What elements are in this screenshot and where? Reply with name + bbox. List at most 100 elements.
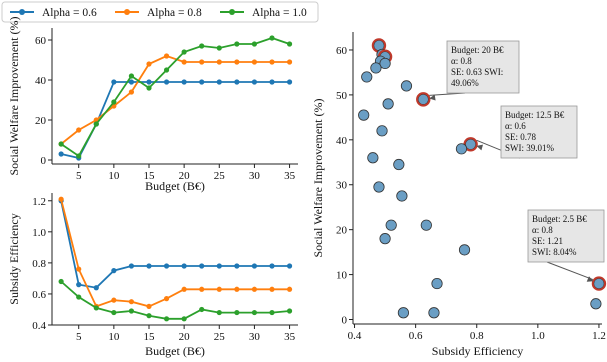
- welfare-budget-point-alpha-0-6: [286, 79, 293, 85]
- welfare-budget-point-alpha-1-0: [234, 41, 240, 47]
- legend-label-alpha-1-0: Alpha = 1.0: [252, 7, 307, 19]
- efficiency-budget-point-alpha-0-6: [216, 263, 222, 269]
- annotation-text-line: α: 0.6: [505, 121, 526, 131]
- welfare-efficiency-scatter: Social Welfare Improvement (%) Subsidy E…: [311, 32, 607, 358]
- welfare-budget-point-alpha-0-8: [163, 53, 170, 59]
- welfare-budget-point-alpha-1-0: [111, 99, 117, 105]
- efficiency-budget-point-alpha-0-8: [251, 286, 258, 292]
- scatter-highlight-ring: [416, 92, 431, 107]
- legend-label-alpha-0-6: Alpha = 0.6: [42, 7, 97, 19]
- legend-entry-alpha-1-0: Alpha = 1.0: [220, 7, 307, 19]
- welfare-budget-x-tick-label: 25: [214, 170, 226, 182]
- efficiency-budget-y-axis-label: Subsidy Efficiency: [7, 213, 21, 304]
- efficiency-budget-point-alpha-1-0: [146, 313, 152, 319]
- annotation-text-line: α: 0.8: [532, 225, 553, 235]
- efficiency-budget-point-alpha-0-6: [163, 263, 170, 269]
- scatter-point: [373, 181, 385, 193]
- scatter-x-tick-label: 0.8: [470, 330, 484, 342]
- scatter-point: [428, 307, 440, 319]
- welfare-budget-point-alpha-1-0: [146, 85, 152, 91]
- welfare-budget-point-alpha-0-8: [269, 59, 275, 65]
- efficiency-budget-chart: Subsidy Efficiency Budget (B€) 5 10 15 20 25…: [7, 193, 298, 358]
- efficiency-budget-series-line-alpha-0-6: [60, 200, 290, 289]
- legend-marker-alpha-0-6: [19, 9, 25, 15]
- efficiency-budget-plot-area: 5 10 15 20 25 30 35 0.4 0.6 0.8 1.0 1.2: [32, 193, 298, 343]
- scatter-y-axis-label: Social Welfare Improvement (%): [311, 98, 325, 257]
- scatter-point: [420, 219, 432, 231]
- legend-marker-alpha-1-0: [229, 9, 235, 15]
- legend-marker-alpha-0-8: [124, 9, 130, 15]
- welfare-budget-x-tick-label: 30: [249, 170, 261, 182]
- efficiency-budget-point-alpha-0-8: [58, 196, 64, 202]
- welfare-budget-point-alpha-0-8: [286, 59, 293, 65]
- legend-entry-alpha-0-6: Alpha = 0.6: [10, 7, 97, 19]
- efficiency-budget-point-alpha-1-0: [128, 308, 135, 314]
- annotation-text-line: SE: 0.63 SWI:: [451, 67, 503, 77]
- welfare-budget-y-axis-label: Social Welfare Improvement (%): [7, 16, 21, 175]
- welfare-budget-series-line-alpha-1-0: [60, 37, 290, 158]
- efficiency-budget-point-alpha-0-8: [286, 286, 293, 292]
- welfare-budget-point-alpha-0-8: [146, 61, 152, 67]
- annotation-text-line: SE: 0.78: [505, 132, 537, 142]
- scatter-x-tick-label: 0.6: [409, 330, 423, 342]
- welfare-budget-x-tick-label: 35: [284, 170, 296, 182]
- efficiency-budget-y-tick-label: 0.8: [32, 258, 46, 270]
- scatter-point: [593, 277, 605, 290]
- welfare-budget-point-alpha-1-0: [181, 49, 187, 55]
- welfare-budget-point-alpha-0-8: [234, 59, 240, 65]
- efficiency-budget-point-alpha-0-6: [181, 263, 187, 269]
- scatter-x-tick-label: 0.4: [348, 330, 362, 342]
- scatter-point: [396, 190, 408, 202]
- scatter-point: [385, 219, 397, 231]
- efficiency-budget-y-tick-label: 1.0: [32, 227, 46, 239]
- efficiency-budget-point-alpha-0-8: [76, 266, 82, 272]
- efficiency-budget-y-tick-label: 1.2: [32, 196, 46, 208]
- efficiency-budget-series-line-alpha-1-0: [60, 280, 290, 320]
- welfare-budget-point-alpha-0-8: [181, 59, 187, 65]
- annotation-arrow: [546, 261, 594, 281]
- welfare-budget-point-alpha-0-8: [128, 89, 135, 95]
- efficiency-budget-point-alpha-1-0: [111, 309, 117, 316]
- legend-entry-alpha-0-8: Alpha = 0.8: [115, 7, 202, 19]
- welfare-budget-chart: Social Welfare Improvement (%) Budget (B…: [7, 16, 298, 193]
- efficiency-budget-point-alpha-1-0: [58, 278, 64, 285]
- legend-label-alpha-0-8: Alpha = 0.8: [147, 7, 202, 19]
- efficiency-budget-point-alpha-0-8: [146, 303, 152, 309]
- annotation-box: [446, 40, 520, 94]
- efficiency-budget-x-tick-label: 10: [108, 331, 120, 343]
- annotation-text-line: 49.06%: [451, 78, 479, 88]
- annotation-arrowhead: [429, 94, 436, 101]
- welfare-budget-point-alpha-1-0: [286, 41, 293, 47]
- efficiency-budget-point-alpha-1-0: [76, 294, 82, 300]
- annotation-text-line: SE: 1.21: [532, 236, 563, 246]
- efficiency-budget-x-tick-label: 35: [284, 331, 296, 343]
- annotation-box: [500, 105, 578, 159]
- efficiency-budget-point-alpha-1-0: [286, 308, 293, 314]
- welfare-budget-series-line-alpha-0-8: [60, 55, 290, 145]
- welfare-budget-point-alpha-1-0: [128, 73, 135, 79]
- scatter-point: [397, 307, 410, 319]
- scatter-point: [590, 298, 602, 310]
- welfare-budget-x-axis-label: Budget (B€): [145, 179, 205, 193]
- welfare-budget-y-tick-label: 20: [35, 115, 47, 127]
- efficiency-budget-point-alpha-0-6: [76, 282, 82, 288]
- efficiency-budget-point-alpha-0-6: [269, 263, 275, 269]
- efficiency-budget-point-alpha-0-8: [128, 299, 135, 305]
- welfare-budget-point-alpha-0-8: [251, 59, 258, 65]
- scatter-y-tick-label: 40: [336, 135, 348, 147]
- annotation-box: [527, 209, 605, 263]
- welfare-budget-point-alpha-1-0: [269, 35, 275, 41]
- welfare-budget-point-alpha-0-8: [216, 59, 222, 65]
- efficiency-budget-point-alpha-1-0: [216, 309, 222, 316]
- welfare-budget-point-alpha-0-6: [234, 79, 240, 85]
- welfare-budget-x-tick-label: 20: [179, 170, 191, 182]
- efficiency-budget-point-alpha-0-6: [128, 263, 135, 269]
- efficiency-budget-point-alpha-0-8: [199, 286, 205, 292]
- annotation-text-line: Budget: 12.5 B€: [505, 110, 565, 120]
- welfare-budget-point-alpha-1-0: [163, 67, 170, 73]
- efficiency-budget-point-alpha-0-6: [286, 263, 293, 269]
- efficiency-budget-point-alpha-0-8: [111, 297, 117, 303]
- welfare-budget-point-alpha-0-6: [111, 79, 117, 85]
- efficiency-budget-point-alpha-0-6: [146, 263, 152, 269]
